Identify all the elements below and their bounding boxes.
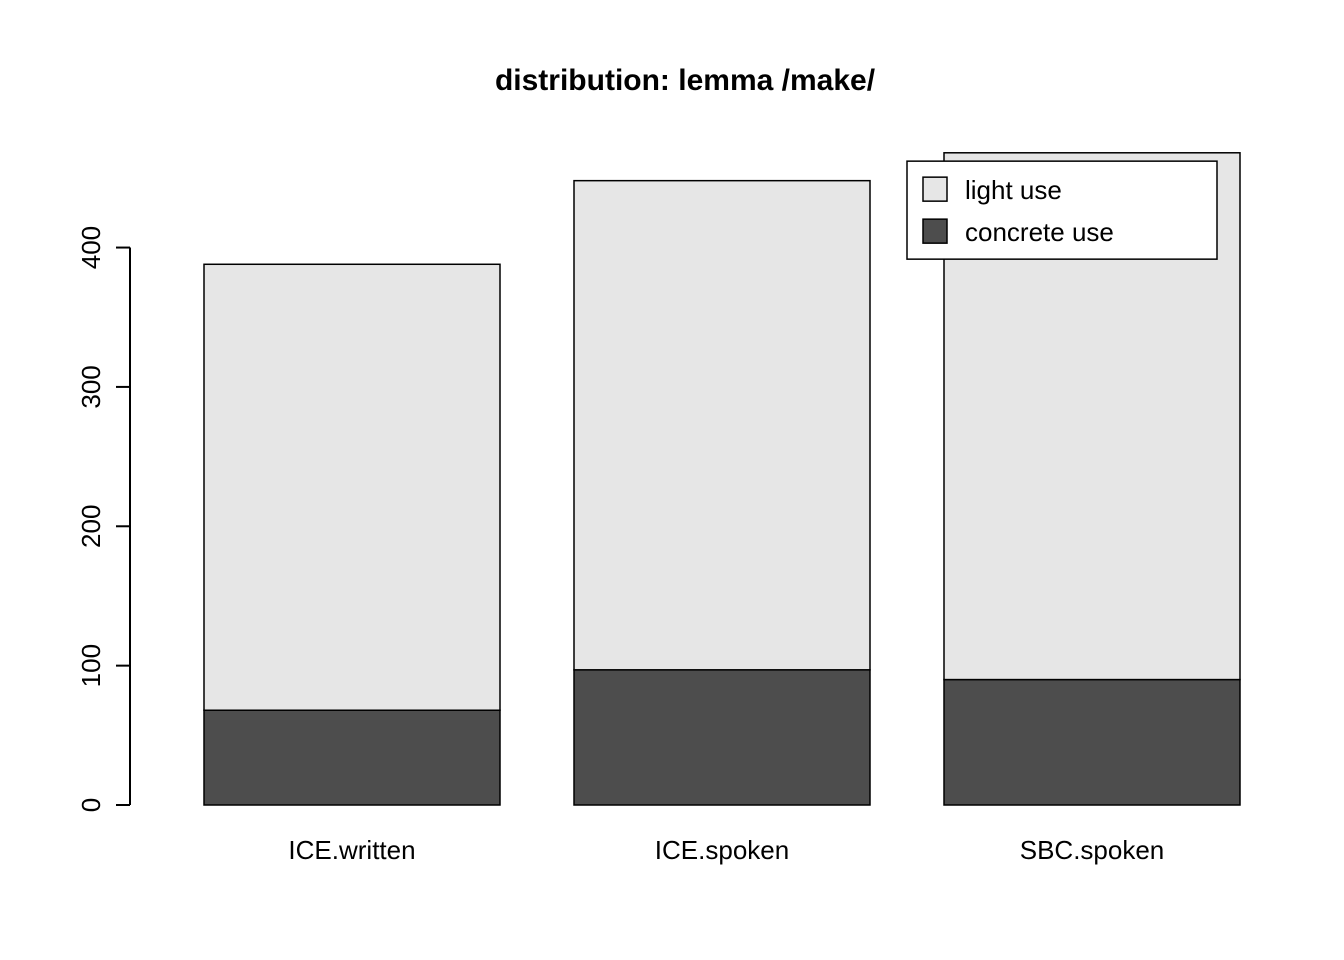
legend-label: concrete use: [965, 217, 1114, 247]
legend-swatch: [923, 177, 947, 201]
y-tick-label: 400: [76, 226, 106, 269]
bar-segment: [204, 710, 500, 805]
y-tick-label: 100: [76, 644, 106, 687]
legend-swatch: [923, 219, 947, 243]
legend-label: light use: [965, 175, 1062, 205]
x-category-label: ICE.spoken: [655, 835, 789, 865]
bar-segment: [574, 181, 870, 670]
bar-segment: [204, 264, 500, 710]
y-tick-label: 200: [76, 505, 106, 548]
y-tick-label: 300: [76, 365, 106, 408]
x-category-label: SBC.spoken: [1020, 835, 1165, 865]
bar-segment: [574, 670, 870, 805]
y-tick-label: 0: [76, 798, 106, 812]
bar-segment: [944, 680, 1240, 805]
x-category-label: ICE.written: [288, 835, 415, 865]
chart-title: distribution: lemma /make/: [495, 64, 876, 97]
chart-container: distribution: lemma /make/0 100 200 300 400 I…: [0, 0, 1344, 960]
stacked-bar-chart: distribution: lemma /make/0 100 200 300 400 I…: [0, 0, 1344, 960]
